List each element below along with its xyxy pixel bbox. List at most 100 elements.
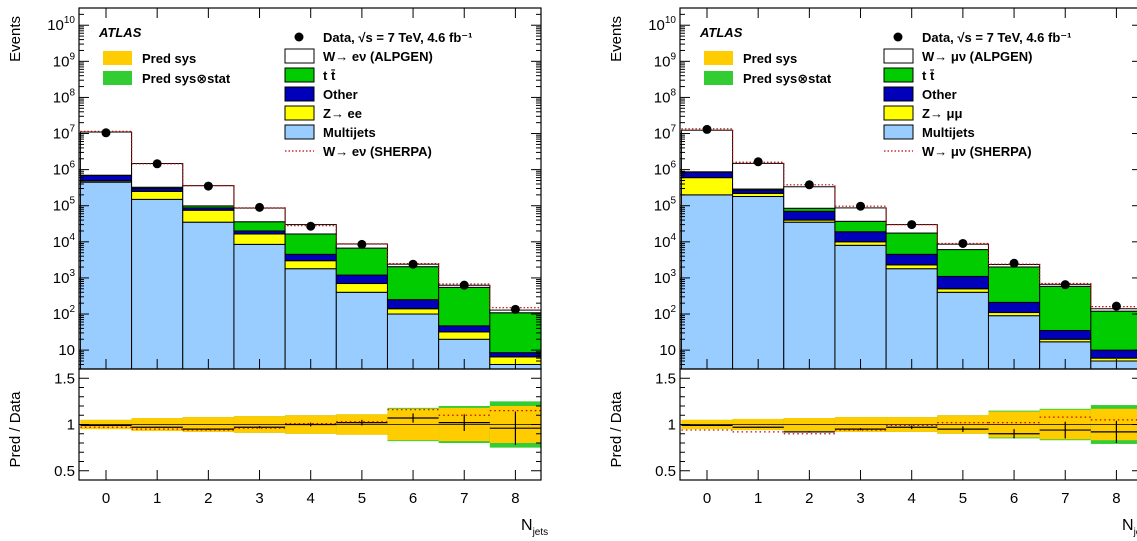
x-label-sub: jets	[1133, 527, 1137, 538]
tick-base: 10	[654, 270, 671, 287]
tick-exp: 9	[69, 51, 75, 62]
tick-exp: 3	[69, 268, 75, 279]
tick-base: 10	[47, 17, 64, 34]
legend-right-label-1: W→ eν (ALPGEN)	[323, 49, 433, 64]
legend-box-2	[284, 67, 315, 83]
tick-base: 10	[53, 234, 70, 251]
bar-zee-bin-3	[233, 233, 286, 245]
legend-box-3	[883, 86, 914, 102]
x-tick-label: 5	[358, 490, 366, 507]
bar-other-bin-7	[1039, 329, 1092, 340]
bar-tt-bin-6	[386, 266, 440, 301]
bar-multijets-bin-4	[284, 268, 337, 369]
data-point-bin-6	[1009, 258, 1019, 268]
y-tick-label-bottom: 1.5	[655, 370, 676, 387]
y-tick-label-top: 103	[53, 268, 76, 287]
x-tick-label: 8	[511, 490, 519, 507]
y-tick-label-top: 10	[58, 342, 75, 359]
tick-base: 10	[654, 89, 671, 106]
x-tick-label: 6	[1010, 490, 1018, 507]
bar-tt-bin-8	[489, 312, 541, 354]
y-tick-label-bottom: 1	[668, 417, 676, 434]
data-point-bin-1	[152, 159, 162, 169]
legend-right-label-2: t t̄	[922, 68, 935, 83]
legend-right-label-6: W→ μν (SHERPA)	[922, 144, 1032, 159]
bar-walpgen-bin-1	[732, 162, 785, 190]
tick-base: 10	[53, 53, 70, 70]
x-tick-label: 8	[1112, 490, 1120, 507]
x-tick-label: 3	[856, 490, 864, 507]
x-tick-label: 0	[703, 490, 711, 507]
legend-box-4	[284, 105, 315, 121]
tick-base: 10	[654, 53, 671, 70]
data-point-bin-2	[804, 180, 814, 190]
legend-right-label-3: Other	[922, 87, 957, 102]
tick-exp: 4	[69, 232, 75, 243]
bar-tt-bin-5	[936, 249, 989, 277]
legend-swatch-0	[704, 51, 733, 65]
x-tick-label: 2	[204, 490, 212, 507]
bar-tt-bin-4	[284, 233, 337, 255]
bar-wealpgen-bin-0	[79, 131, 133, 176]
x-tick-label: 6	[409, 490, 417, 507]
bar-tt-bin-6	[987, 266, 1041, 303]
ratio-group	[79, 401, 541, 448]
bar-other-bin-6	[987, 301, 1041, 314]
y-tick-label-top: 104	[654, 232, 677, 251]
data-point-bin-2	[203, 181, 213, 191]
legend-marker-0	[893, 32, 903, 42]
tick-base: 10	[648, 17, 665, 34]
bar-zee-bin-1	[131, 190, 184, 200]
bar-z-bin-3	[834, 241, 887, 246]
legend-marker-0	[294, 32, 304, 42]
legend-box-5	[284, 124, 315, 140]
tick-base: 10	[654, 162, 671, 179]
y-tick-label-top: 107	[53, 124, 76, 143]
bar-tt-bin-4	[885, 232, 938, 255]
tick-base: 10	[654, 306, 671, 323]
bar-multijets-bin-1	[732, 196, 785, 369]
legend-left-label-1: Pred sys⊗stat	[142, 71, 231, 86]
data-point-bin-4	[306, 221, 316, 231]
legend-left-label-0: Pred sys	[142, 51, 196, 66]
tick-exp: 10	[665, 15, 677, 26]
x-tick-label: 7	[460, 490, 468, 507]
y-axis-label-top: Events	[608, 16, 625, 62]
x-axis-label: Njets	[1122, 517, 1137, 538]
bar-tt-bin-8	[1090, 310, 1137, 351]
tick-exp: 5	[670, 196, 676, 207]
bar-multijets-bin-1	[131, 198, 184, 369]
legend-right-label-6: W→ eν (SHERPA)	[323, 144, 432, 159]
tick-base: 10	[53, 126, 70, 143]
bar-tt-bin-7	[438, 286, 491, 327]
data-point-bin-6	[408, 259, 418, 269]
tick-base: 10	[659, 342, 676, 359]
legend-left-label-0: Pred sys	[743, 51, 797, 66]
bar-multijets-bin-3	[233, 243, 286, 369]
y-axis-label-bottom: Pred / Data	[608, 391, 625, 468]
bar-other-bin-2	[783, 210, 836, 221]
bar-other-bin-8	[489, 352, 541, 358]
legend-right-label-2: t t̄	[323, 68, 336, 83]
legend-right-label-4: Z→ μμ	[922, 106, 963, 121]
bar-other-bin-3	[834, 231, 887, 243]
tick-base: 10	[53, 270, 70, 287]
x-axis-label: Njets	[521, 517, 548, 538]
data-point-bin-0	[702, 124, 712, 134]
legend-right-label-5: Multijets	[922, 125, 975, 140]
tick-exp: 8	[69, 87, 75, 98]
bar-other-bin-5	[335, 274, 388, 285]
data-point-bin-1	[753, 157, 763, 167]
legend-right-label-5: Multijets	[323, 125, 376, 140]
tick-exp: 4	[670, 232, 676, 243]
y-tick-label-top: 105	[654, 196, 677, 215]
bar-tt-bin-3	[834, 220, 887, 233]
tick-exp: 7	[69, 124, 75, 135]
tick-exp: 7	[670, 124, 676, 135]
data-point-bin-8	[510, 304, 520, 314]
tick-base: 10	[53, 198, 70, 215]
bar-multijets-bin-2	[182, 221, 235, 369]
ratio-group	[680, 405, 1137, 444]
bar-multijets-bin-5	[936, 291, 989, 369]
